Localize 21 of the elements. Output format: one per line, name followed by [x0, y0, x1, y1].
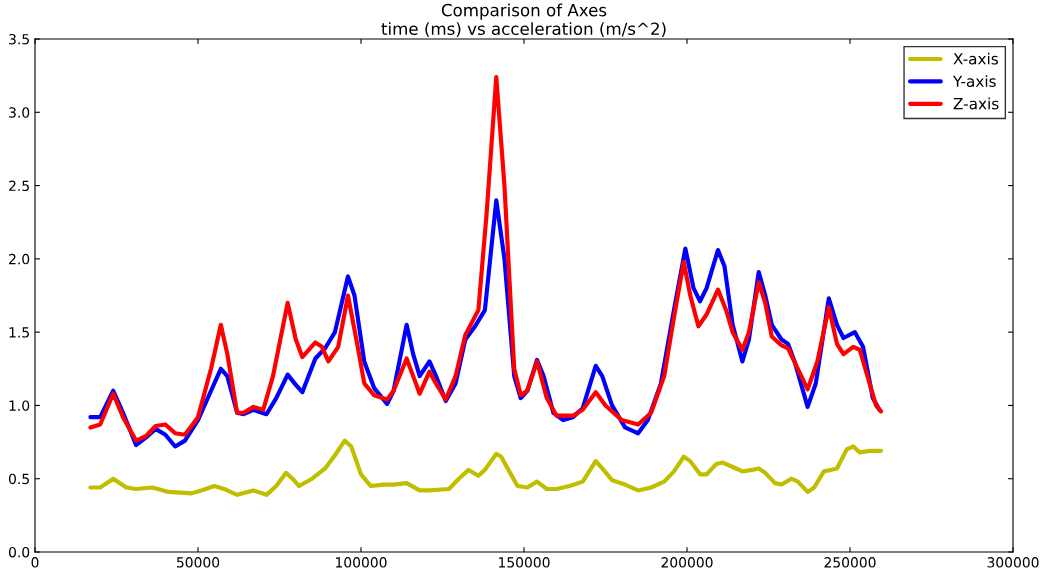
x-tick-label: 300000 — [987, 557, 1039, 568]
line-series — [88, 438, 884, 497]
x-tick-label: 200000 — [661, 557, 713, 568]
line-series — [88, 75, 884, 443]
chart-title: Comparison of Axes time (ms) vs acceleration (m/s^2) — [381, 3, 666, 38]
legend-label: Z-axis — [953, 97, 999, 110]
y-tick-label: 2.5 — [9, 180, 29, 192]
x-tick-label: 50000 — [176, 557, 220, 568]
y-tick-label: 3.0 — [9, 107, 30, 118]
y-tick-label: 3.5 — [9, 33, 29, 45]
x-tick-label: 250000 — [824, 557, 876, 568]
legend-label: X-axis — [953, 52, 999, 65]
x-tick-label: 100000 — [336, 557, 387, 568]
y-tick-label: 0.5 — [8, 473, 29, 485]
y-tick-label: 2.0 — [9, 253, 30, 265]
x-tick-label: 0 — [31, 557, 39, 568]
y-tick-label: 1.5 — [9, 327, 29, 338]
x-tick-label: 150000 — [499, 557, 550, 568]
legend-label: Y-axis — [952, 75, 996, 87]
y-tick-label: 1.0 — [9, 400, 30, 411]
y-tick-label: 0.0 — [8, 546, 30, 558]
